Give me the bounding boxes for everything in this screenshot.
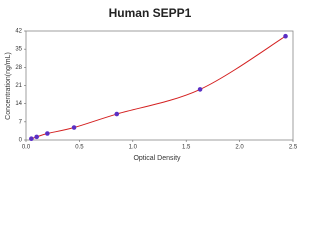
x-axis-label: Optical Density xyxy=(133,155,181,162)
y-tick-label: 28 xyxy=(15,65,22,71)
data-point xyxy=(34,134,39,140)
y-tick-label: 35 xyxy=(15,47,22,53)
chart: Human SEPP1 Optical Density Concentratio… xyxy=(5,6,298,162)
y-axis-label: Concentration(ng/mL) xyxy=(5,52,12,120)
x-tick-label: 1.0 xyxy=(129,145,138,151)
y-tick-label: 42 xyxy=(15,29,22,35)
chart-title: Human SEPP1 xyxy=(109,6,192,20)
plot-area xyxy=(25,30,294,141)
y-tick-label: 0 xyxy=(19,138,23,144)
data-point xyxy=(283,33,288,39)
x-tick-label: 2.0 xyxy=(235,145,244,151)
y-tick-label: 14 xyxy=(15,101,22,107)
x-tick-label: 1.5 xyxy=(182,145,191,151)
y-tick-label: 7 xyxy=(19,119,23,125)
data-point xyxy=(71,125,77,130)
x-tick-label: 2.5 xyxy=(289,145,298,151)
data-point xyxy=(114,111,120,117)
x-tick-label: 0.5 xyxy=(75,145,84,151)
y-tick-label: 21 xyxy=(15,83,22,89)
data-point xyxy=(197,87,203,92)
data-point xyxy=(29,136,34,142)
data-point xyxy=(45,131,50,136)
x-tick-label: 0.0 xyxy=(22,145,31,151)
